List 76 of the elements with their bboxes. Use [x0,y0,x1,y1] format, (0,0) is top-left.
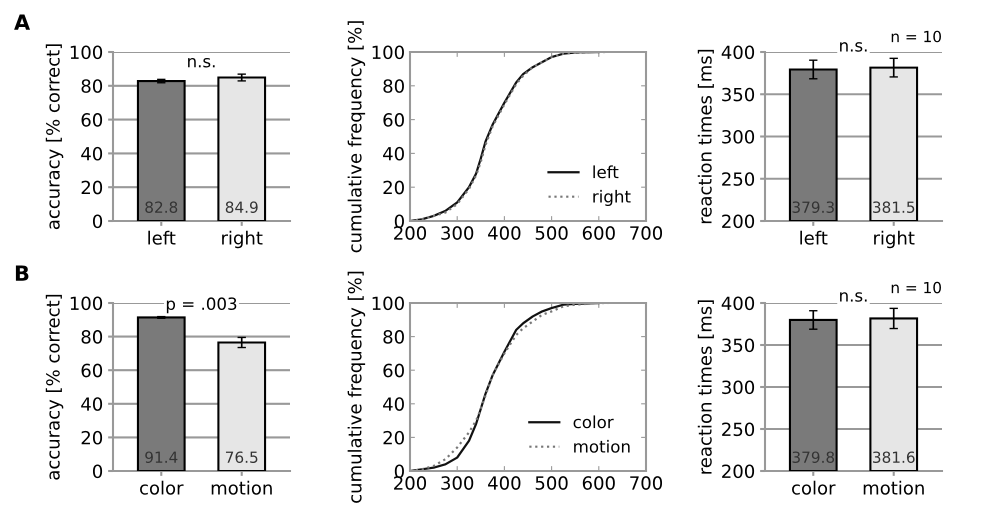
y-axis-title: reaction times [ms] [698,50,714,224]
x-tick-label: 700 [630,476,662,490]
y-tick-label: 200 [722,214,754,228]
y-tick-label: 80 [82,79,102,93]
y-tick-label: 60 [82,364,102,378]
data-label: 82.8 [145,201,178,213]
x-tick-label: motion [864,480,924,495]
legend-label: color [574,415,614,428]
x-tick-label: 600 [582,226,615,240]
x-tick-label: right [222,230,263,248]
y-tick-label: 350 [722,338,754,352]
x-tick-label: 400 [488,476,520,490]
y-axis-title: reaction times [ms] [698,300,714,474]
y-tick-label: 250 [722,172,754,186]
y-tick-label: 40 [81,397,102,411]
x-tick-label: 500 [536,476,568,490]
data-label: 76.5 [226,451,258,463]
y-tick-label: 80 [383,330,404,344]
x-tick-label: 600 [582,476,615,490]
x-tick-label: right [874,230,915,248]
y-tick-label: 100 [70,45,102,60]
x-tick-label: 400 [488,226,520,240]
data-label: 381.6 [873,451,915,463]
y-axis-title: cumulative frequency [%] [348,272,366,503]
y-tick-label: 20 [383,430,404,445]
data-label: 379.8 [792,451,834,463]
y-tick-label: 100 [372,45,404,60]
y-tick-label: 20 [383,180,404,194]
text: n.s. [840,42,867,52]
x-tick-label: color [140,480,184,495]
chart-title: A [14,14,30,30]
y-tick-label: 60 [383,113,404,127]
x-tick-label: left [800,230,828,245]
legend-label: motion [574,440,630,453]
y-tick-label: 300 [722,130,754,144]
y-tick-label: 100 [70,296,102,310]
y-tick-label: 350 [722,88,754,102]
y-tick-label: 250 [722,422,754,436]
data-label: 84.9 [226,201,258,213]
legend-label: left [593,165,618,178]
x-tick-label: 300 [441,476,474,490]
annotation: p = .003 [166,297,236,314]
x-tick-label: left [148,230,176,245]
y-tick-label: 400 [722,296,754,310]
y-tick-label: 40 [81,146,102,161]
y-tick-label: 0 [92,214,102,228]
legend-label: right [593,190,631,206]
annotation: n.s. [188,58,215,68]
data-label: 379.3 [792,201,834,213]
y-tick-label: 60 [82,113,102,127]
y-tick-label: 80 [82,330,102,344]
y-tick-label: 60 [383,364,404,378]
text: n = 10 [892,30,941,42]
y-tick-label: 80 [383,79,404,93]
y-axis-title: accuracy [% correct] [46,294,64,480]
text: n.s. [840,292,867,302]
x-tick-label: color [792,480,836,495]
chart-title: B [16,266,28,281]
y-tick-label: 40 [383,397,404,411]
x-tick-label: 700 [630,226,662,240]
y-axis-title: accuracy [% correct] [46,44,64,230]
data-label: 381.5 [873,201,914,213]
x-tick-label: motion [212,480,272,495]
text: n = 10 [892,282,941,294]
y-axis-title: cumulative frequency [%] [348,21,366,252]
y-tick-label: 0 [92,464,102,478]
x-tick-label: 300 [441,226,474,240]
y-tick-label: 100 [372,296,404,310]
y-tick-label: 20 [82,430,102,445]
y-tick-label: 300 [722,380,754,394]
y-tick-label: 40 [383,146,404,161]
x-tick-label: 500 [536,226,568,240]
data-label: 91.4 [145,451,178,463]
y-tick-label: 20 [82,180,102,194]
y-tick-label: 400 [722,45,754,60]
y-tick-label: 200 [722,464,754,478]
